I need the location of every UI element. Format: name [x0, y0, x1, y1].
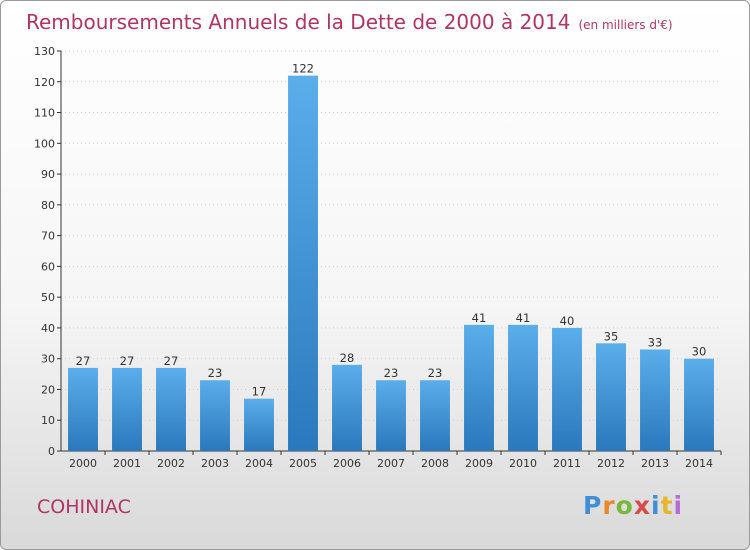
bar-2000	[68, 367, 98, 451]
bar-2004	[244, 398, 274, 451]
data-label-2014: 30	[692, 345, 707, 359]
y-tick-label: 100	[34, 137, 55, 150]
data-label-2010: 41	[516, 311, 531, 325]
bar-2001	[112, 367, 142, 451]
x-tick-label-2009: 2009	[465, 457, 493, 470]
x-tick-label-2002: 2002	[157, 457, 185, 470]
data-label-2013: 33	[648, 335, 663, 349]
data-label-2001: 27	[120, 354, 135, 368]
place-name: COHINIAC	[37, 496, 131, 518]
data-label-2000: 27	[76, 354, 91, 368]
x-tick-label-2000: 2000	[69, 457, 97, 470]
y-tick-label: 90	[41, 168, 55, 181]
y-tick-label: 110	[34, 107, 55, 120]
x-tick-label-2011: 2011	[553, 457, 581, 470]
chart-title: Remboursements Annuels de la Dette de 20…	[26, 10, 673, 34]
bar-2003	[200, 380, 230, 451]
x-tick-label-2014: 2014	[685, 457, 713, 470]
bar-2013	[640, 349, 670, 451]
data-label-2002: 27	[164, 354, 179, 368]
y-tick-label: 130	[34, 45, 55, 58]
x-tick-label-2012: 2012	[597, 457, 625, 470]
y-tick-label: 30	[41, 353, 55, 366]
bar-2009	[464, 324, 494, 451]
bar-2012	[596, 343, 626, 451]
y-tick-label: 80	[41, 199, 55, 212]
data-label-2011: 40	[560, 314, 575, 328]
bar-2011	[552, 327, 582, 451]
data-label-2006: 28	[340, 351, 355, 365]
data-label-2012: 35	[604, 329, 619, 343]
y-tick-label: 40	[41, 322, 55, 335]
y-tick-label: 20	[41, 383, 55, 396]
x-tick-label-2005: 2005	[289, 457, 317, 470]
y-tick-label: 60	[41, 260, 55, 273]
chart-title-text: Remboursements Annuels de la Dette de 20…	[26, 10, 571, 34]
x-tick-label-2008: 2008	[421, 457, 449, 470]
data-label-2004: 17	[252, 385, 267, 399]
y-tick-label: 50	[41, 291, 55, 304]
bar-2010	[508, 324, 538, 451]
x-tick-label-2013: 2013	[641, 457, 669, 470]
x-tick-label-2004: 2004	[245, 457, 273, 470]
data-label-2009: 41	[472, 311, 487, 325]
chart-unit: (en milliers d'€)	[578, 18, 673, 32]
y-tick-label: 70	[41, 230, 55, 243]
bar-2007	[376, 380, 406, 451]
x-tick-label-2010: 2010	[509, 457, 537, 470]
bar-2014	[684, 358, 714, 451]
bar-2002	[156, 367, 186, 451]
x-tick-label-2001: 2001	[113, 457, 141, 470]
data-label-2007: 23	[384, 366, 399, 380]
bar-2006	[332, 364, 362, 451]
x-tick-label-2003: 2003	[201, 457, 229, 470]
bar-2005	[288, 75, 318, 451]
y-tick-label: 10	[41, 414, 55, 427]
brand-logo: Proxiti	[583, 491, 684, 520]
data-label-2005: 122	[292, 62, 314, 76]
data-label-2003: 23	[208, 366, 223, 380]
y-tick-label: 0	[48, 445, 55, 458]
bar-2008	[420, 380, 450, 451]
data-label-2008: 23	[428, 366, 443, 380]
x-tick-label-2007: 2007	[377, 457, 405, 470]
y-tick-label: 120	[34, 76, 55, 89]
x-tick-label-2006: 2006	[333, 457, 361, 470]
